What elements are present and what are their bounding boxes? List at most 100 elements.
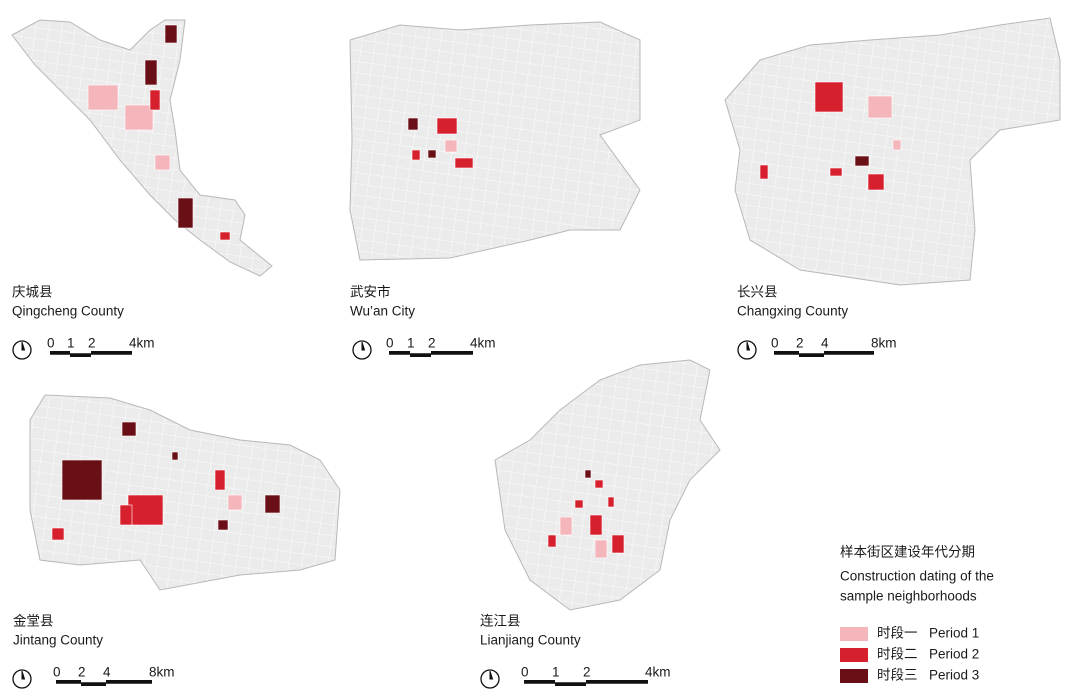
neighborhood-block <box>264 494 281 514</box>
neighborhood-block <box>829 167 843 177</box>
legend-label-en: Period 1 <box>929 626 979 641</box>
scale-label: 1 <box>407 336 415 351</box>
scale-segment <box>389 351 410 354</box>
name-en: Qingcheng County <box>12 304 124 319</box>
neighborhood-block <box>214 469 226 491</box>
scale-segment <box>91 351 132 354</box>
name-en: Jintang County <box>13 633 103 648</box>
scale-segment <box>70 354 91 357</box>
name-en: Changxing County <box>737 304 848 319</box>
legend-label-cn: 时段一 <box>877 626 918 641</box>
name-en: Lianjiang County <box>480 633 581 648</box>
neighborhood-block <box>584 469 592 479</box>
scale-label: 0 <box>47 336 55 351</box>
name-cn: 金堂县 <box>13 614 54 629</box>
scale-segment <box>774 351 799 354</box>
neighborhood-block <box>87 84 119 111</box>
map-outline <box>29 394 341 591</box>
scale-label: 1 <box>552 665 560 680</box>
neighborhood-block <box>61 459 103 501</box>
scale-label: 4 <box>821 336 829 351</box>
north-arrow <box>21 670 26 680</box>
legend-swatch <box>840 669 868 683</box>
legend-swatch <box>840 627 868 641</box>
scale-label: 4 <box>103 665 111 680</box>
scale-label: 2 <box>583 665 591 680</box>
scale-segment <box>586 680 648 683</box>
neighborhood-block <box>149 89 161 111</box>
neighborhood-block <box>574 499 584 509</box>
neighborhood-block <box>559 516 573 536</box>
neighborhood-block <box>867 95 893 119</box>
neighborhood-block <box>854 155 870 167</box>
map-outline <box>494 359 721 611</box>
north-arrow <box>361 341 366 351</box>
scale-label: 4km <box>645 665 671 680</box>
neighborhood-block <box>814 81 844 113</box>
scale-label: 2 <box>78 665 86 680</box>
neighborhood-block <box>444 139 458 153</box>
scale-label: 0 <box>771 336 779 351</box>
scale-segment <box>524 680 555 683</box>
neighborhood-block <box>119 504 133 526</box>
map-outline <box>11 19 273 277</box>
scale-segment <box>555 683 586 686</box>
neighborhood-block <box>892 139 902 151</box>
legend-title-en: Construction dating of the <box>840 569 994 584</box>
north-arrow <box>746 341 751 351</box>
scale-segment <box>81 683 106 686</box>
maps <box>11 17 1061 611</box>
scale-label: 8km <box>871 336 897 351</box>
neighborhood-block <box>51 527 65 541</box>
scale-segment <box>56 680 81 683</box>
neighborhood-block <box>607 496 615 508</box>
legend-label-en: Period 2 <box>929 647 979 662</box>
neighborhood-block <box>127 494 164 526</box>
name-cn: 武安市 <box>350 284 391 300</box>
scale-segment <box>431 351 473 354</box>
neighborhood-block <box>594 479 604 489</box>
legend-label-cn: 时段三 <box>877 668 918 683</box>
north-arrow <box>21 341 26 351</box>
neighborhood-block <box>171 451 179 461</box>
neighborhood-block <box>124 104 154 131</box>
scale-segment <box>50 351 70 354</box>
neighborhood-block <box>154 154 171 171</box>
scale-label: 0 <box>53 665 61 680</box>
legend-label-cn: 时段二 <box>877 647 918 662</box>
scale-segment <box>106 680 152 683</box>
scale-label: 4km <box>470 336 496 351</box>
legend-swatch <box>840 648 868 662</box>
neighborhood-block <box>589 514 603 536</box>
neighborhood-block <box>227 494 243 511</box>
scale-label: 2 <box>88 336 96 351</box>
legend-label-en: Period 3 <box>929 668 979 683</box>
scale-label: 2 <box>796 336 804 351</box>
neighborhood-block <box>164 24 178 44</box>
neighborhood-block <box>121 421 137 437</box>
neighborhood-block <box>611 534 625 554</box>
map-outline <box>349 21 641 261</box>
neighborhood-block <box>407 117 419 131</box>
scale-label: 0 <box>521 665 529 680</box>
scale-segment <box>410 354 431 357</box>
neighborhood-block <box>867 173 885 191</box>
scale-label: 0 <box>386 336 394 351</box>
scale-label: 1 <box>67 336 75 351</box>
scale-label: 4km <box>129 336 155 351</box>
neighborhood-block <box>547 534 557 548</box>
neighborhood-block <box>144 59 158 86</box>
neighborhood-block <box>594 539 608 559</box>
scale-segment <box>799 354 824 357</box>
neighborhood-block <box>217 519 229 531</box>
scale-segment <box>824 351 874 354</box>
name-cn: 长兴县 <box>737 285 778 300</box>
neighborhood-block <box>219 231 231 241</box>
name-cn: 庆城县 <box>12 285 53 300</box>
neighborhood-block <box>427 149 437 159</box>
neighborhood-block <box>454 157 474 169</box>
scale-label: 8km <box>149 665 175 680</box>
north-arrow <box>489 670 494 680</box>
neighborhood-block <box>177 197 194 229</box>
